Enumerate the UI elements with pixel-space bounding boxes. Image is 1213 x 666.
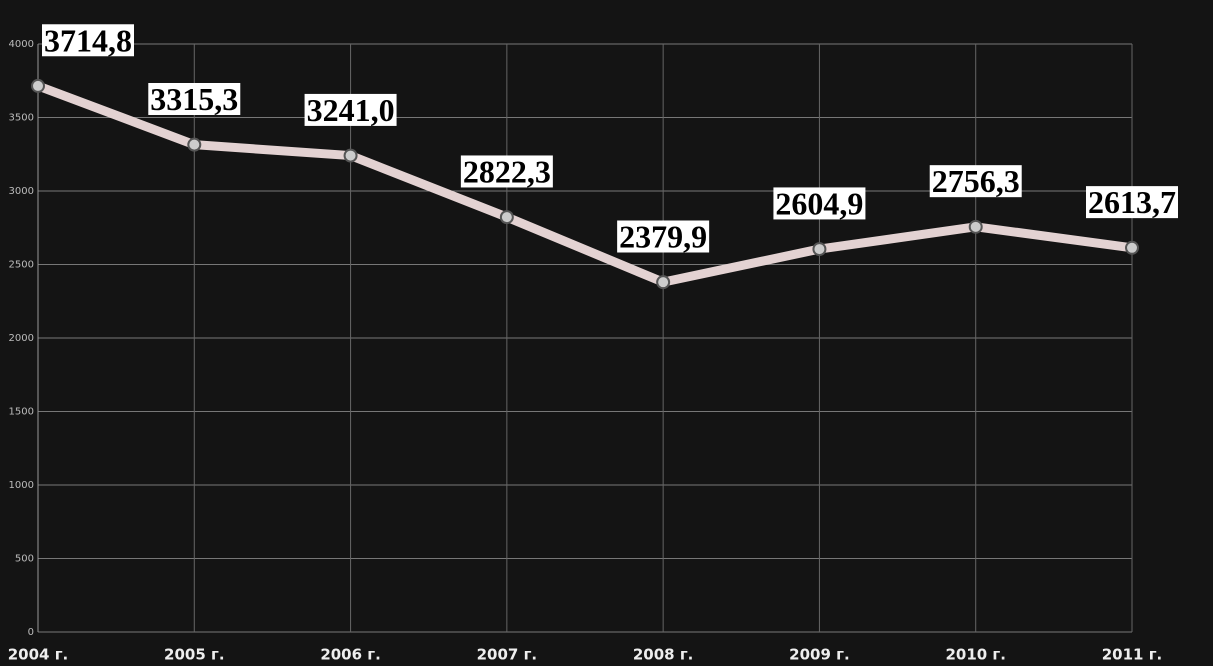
value-label-group: 2613,7 [1086,184,1178,220]
value-label-box [304,93,397,126]
value-label-box [148,82,241,115]
data-point [656,275,671,290]
y-tick-label: 3000 [9,186,34,197]
data-point [812,242,827,257]
x-tick-label: 2007 г. [477,646,538,664]
data-point [31,78,45,93]
x-tick-label: 2006 г. [320,646,381,664]
x-tick-label: 2010 г. [945,646,1006,664]
y-tick-label: 2500 [9,260,34,271]
value-label-box [42,24,134,57]
value-label-box [773,187,866,220]
value-label: 2604,9 [775,185,863,221]
value-label: 3315,3 [150,81,238,117]
data-point [499,210,514,225]
y-tick-label: 4000 [9,39,34,50]
value-label: 2822,3 [463,153,551,189]
value-label: 2379,9 [619,218,707,254]
value-label-group: 2379,9 [617,218,710,254]
value-label-group: 2822,3 [460,153,553,189]
value-label: 3241,0 [307,92,395,128]
y-tick-label: 3500 [9,113,34,124]
value-label-box [1086,186,1178,219]
value-label-group: 3241,0 [304,92,397,128]
y-tick-label: 1000 [9,480,34,491]
x-tick-label: 2008 г. [633,646,694,664]
value-label: 2756,3 [932,163,1020,199]
value-label-box [929,165,1022,198]
data-line [36,81,1133,287]
data-point [1125,240,1139,255]
x-tick-label: 2004 г. [8,646,69,664]
y-tick-label: 2000 [9,333,34,344]
y-tick-label: 0 [28,627,34,638]
value-label-box [617,220,710,253]
data-point [968,219,983,234]
value-label-group: 2604,9 [773,185,866,221]
x-tick-label: 2011 г. [1102,646,1163,664]
x-tick-label: 2005 г. [164,646,225,664]
value-label-box [460,155,553,188]
x-tick-label: 2009 г. [789,646,850,664]
data-point [343,148,358,163]
y-tick-label: 500 [15,554,34,565]
value-label: 3714,8 [44,22,132,58]
value-label-group: 3315,3 [148,81,241,117]
value-label: 2613,7 [1088,184,1176,220]
y-tick-label: 1500 [9,407,34,418]
value-label-group: 2756,3 [929,163,1022,199]
data-point [187,137,202,152]
value-label-group: 3714,8 [42,22,134,58]
